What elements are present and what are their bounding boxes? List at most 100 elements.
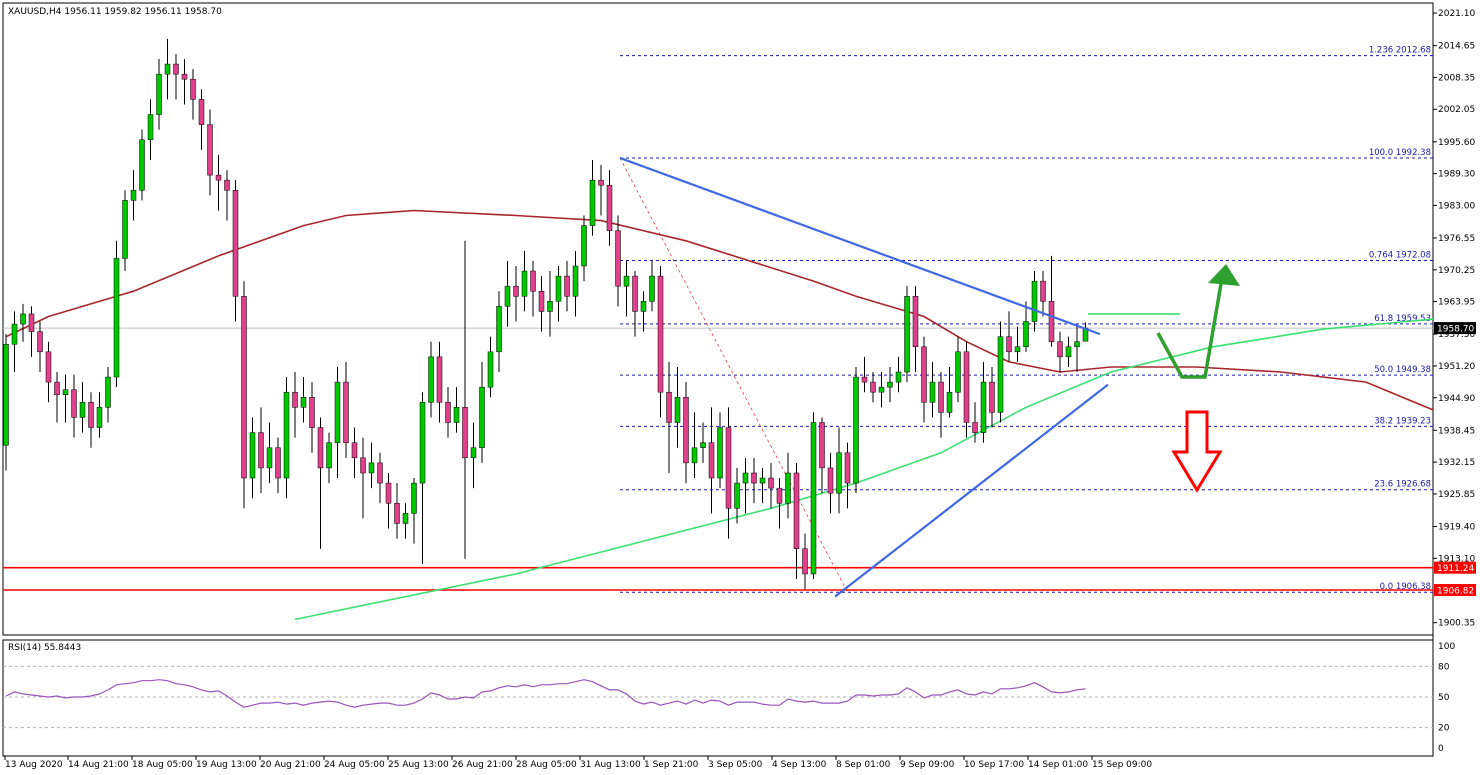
candle-bear: [768, 477, 774, 489]
candle-bear: [88, 402, 94, 428]
candle-bear: [45, 351, 52, 383]
candle-bull: [283, 391, 290, 479]
candle-bear: [564, 275, 570, 297]
candle-bear: [827, 467, 834, 494]
candle-bear: [938, 381, 944, 413]
fib-diagonal: [619, 157, 848, 593]
candle-bear: [1006, 336, 1012, 353]
candle-bull: [504, 285, 511, 307]
x-tick-label: 15 Sep 09:00: [1092, 760, 1152, 770]
y-tick-label: 1913.10: [1438, 554, 1475, 564]
fib-level-label: 23.6 1926.68: [1374, 480, 1431, 490]
fib-level-label: 1.236 2012.68: [1369, 46, 1431, 56]
rsi-line: [5, 679, 1086, 708]
fib-level-label: 50.0 1949.38: [1374, 365, 1431, 375]
candle-bull: [113, 258, 120, 378]
candle-bull: [759, 477, 766, 484]
y-tick-label: 1970.25: [1438, 266, 1475, 276]
candle-bull: [785, 472, 791, 504]
candle-bear: [844, 452, 851, 484]
x-tick-label: 25 Aug 13:00: [388, 760, 449, 770]
y-tick-label: 2021.10: [1438, 9, 1475, 19]
fib-level-label: 38.2 1939.23: [1374, 416, 1431, 426]
candle-bull: [895, 371, 902, 383]
candle-bull: [700, 442, 706, 448]
candle-bull: [326, 442, 332, 469]
main-pane: [2, 2, 1434, 636]
candle-bull: [521, 270, 528, 297]
y-tick-label: 1963.95: [1438, 298, 1475, 308]
y-tick-label: 2002.05: [1438, 105, 1475, 115]
candle-bear: [28, 313, 35, 332]
candle-bull: [717, 427, 723, 479]
candle-bull: [164, 63, 171, 75]
x-tick-label: 1 Sep 21:00: [644, 760, 699, 770]
x-tick-label: 14 Aug 21:00: [68, 760, 129, 770]
symbol-header: XAUUSD,H4 1956.11 1959.82 1956.11 1958.7…: [8, 7, 222, 17]
candle-bear: [666, 391, 672, 423]
candle-bear: [538, 290, 545, 312]
y-tick-label: 2014.65: [1438, 42, 1475, 52]
candle-bull: [487, 351, 494, 388]
candle-bear: [513, 285, 519, 297]
candle-bear: [343, 381, 349, 443]
candle-bear: [708, 442, 715, 479]
candle-bull: [130, 190, 137, 201]
candle-bull: [419, 402, 426, 484]
candle-bull: [470, 447, 477, 459]
candle-bull: [640, 301, 647, 312]
candle-bear: [615, 230, 621, 287]
bullish-path-arrow: [1156, 277, 1224, 379]
fib-level-label: 61.8 1959.53: [1374, 314, 1431, 324]
x-tick-label: 26 Aug 21:00: [452, 760, 513, 770]
x-tick-label: 18 Aug 05:00: [132, 760, 193, 770]
x-tick-label: 4 Sep 13:00: [772, 760, 827, 770]
candle-bear: [793, 472, 800, 549]
candle-bull: [955, 351, 961, 393]
support-price-tag-bg: [1434, 583, 1476, 596]
candle-bear: [292, 391, 298, 408]
x-tick-label: 20 Aug 21:00: [260, 760, 321, 770]
candle-bull: [1065, 346, 1072, 358]
x-tick-label: 19 Aug 13:00: [196, 760, 257, 770]
y-tick-label: 1919.40: [1438, 522, 1475, 532]
candle-bull: [547, 301, 553, 312]
candle-bear: [972, 422, 978, 433]
candle-bear: [802, 548, 808, 575]
candle-bull: [300, 397, 307, 408]
candle-bear: [819, 422, 825, 469]
candle-bull: [555, 275, 562, 302]
rsi-tick-label: 100: [1438, 642, 1455, 652]
candle-bear: [71, 389, 77, 418]
candle-bear: [462, 407, 468, 459]
candle-bull: [139, 139, 145, 191]
candle-bull: [122, 200, 128, 259]
candle-bear: [912, 296, 919, 348]
candle-bull: [96, 407, 103, 428]
fib-level-label: 0.764 1972.08: [1369, 251, 1431, 261]
candle-bull: [249, 432, 256, 479]
candle-bear: [37, 331, 43, 353]
x-tick-label: 3 Sep 05:00: [708, 760, 763, 770]
candle-bull: [368, 462, 375, 474]
candle-bear: [436, 356, 443, 403]
candle-bull: [20, 313, 26, 325]
candle-bear: [360, 457, 366, 474]
x-tick-label: 8 Sep 01:00: [836, 760, 891, 770]
candle-bull: [649, 275, 655, 302]
candle-bear: [776, 487, 783, 504]
trendline-ascending: [834, 383, 1109, 598]
candle-bear: [963, 351, 970, 423]
candle-bull: [1014, 346, 1021, 353]
candle-bull: [691, 447, 698, 464]
fib-level-label: 0.0 1906.38: [1380, 582, 1431, 592]
ma-red-line: [5, 209, 1433, 411]
candle-bear: [54, 381, 60, 395]
candle-bull: [810, 422, 817, 575]
candle-bear: [394, 503, 400, 524]
candle-bear: [861, 376, 868, 383]
candle-bear: [207, 124, 213, 176]
y-tick-label: 1938.45: [1438, 426, 1475, 436]
candle-bull: [11, 323, 18, 345]
candle-bull: [411, 482, 417, 514]
